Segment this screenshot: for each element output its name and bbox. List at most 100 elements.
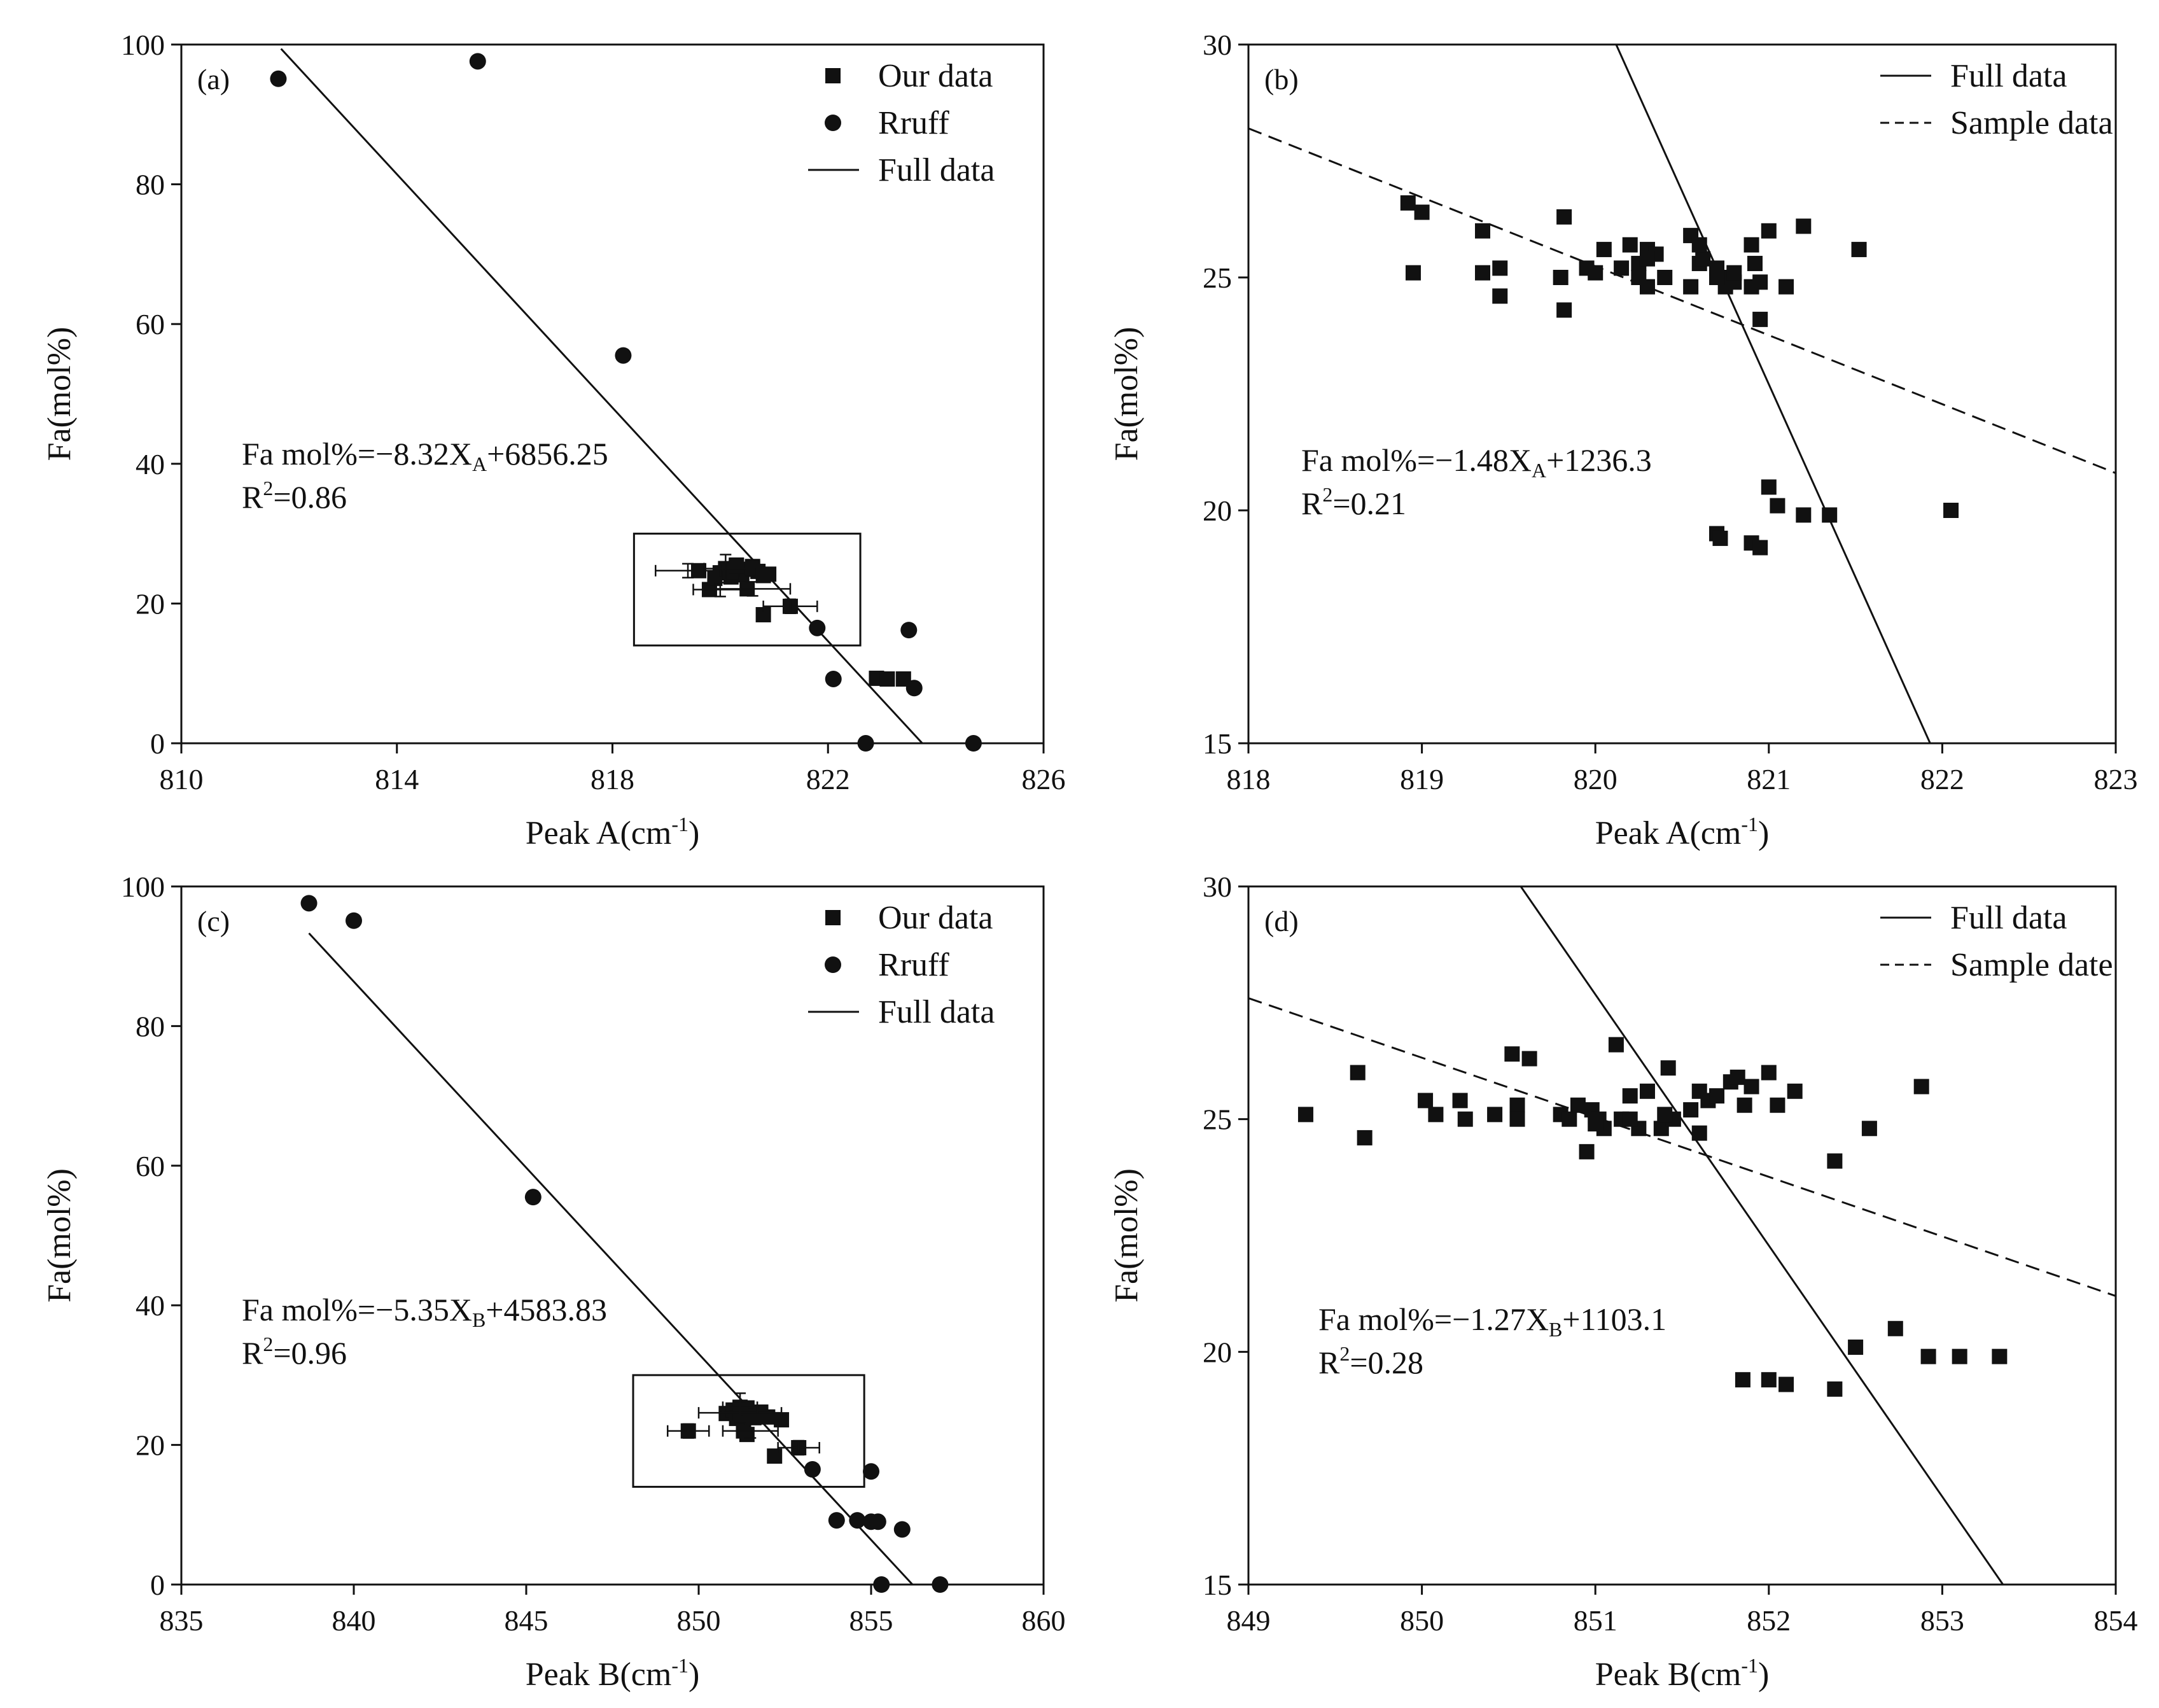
our-data-point <box>1743 237 1759 253</box>
our-data-point <box>1562 1111 1577 1127</box>
regression-equation: Fa mol%=−8.32XA+6856.25 <box>242 436 608 475</box>
legend-label: Rruff <box>878 105 949 141</box>
x-tick-label: 849 <box>1227 1604 1271 1637</box>
rruff-point <box>893 1521 911 1538</box>
our-data-point <box>1639 279 1655 295</box>
x-tick-label: 822 <box>1920 763 1964 795</box>
our-data-point <box>1596 242 1612 258</box>
y-tick-label: 60 <box>136 308 165 340</box>
x-tick-label: 854 <box>2094 1604 2138 1637</box>
regression-equation: Fa mol%=−5.35XB+4583.83 <box>242 1292 607 1331</box>
legend-label: Sample data <box>1950 105 2113 141</box>
our-data-point <box>1639 251 1655 267</box>
y-tick-label: 100 <box>121 29 165 61</box>
y-tick-label: 20 <box>136 1429 165 1462</box>
our-data-point <box>1770 498 1785 514</box>
y-tick-label: 40 <box>136 1289 165 1322</box>
rruff-point <box>615 347 632 364</box>
our-data-point <box>1709 270 1725 285</box>
fit-line-full-data <box>1520 886 2004 1585</box>
y-tick-label: 80 <box>136 1010 165 1042</box>
our-data-point <box>1414 204 1430 220</box>
our-data-point <box>1521 1051 1537 1067</box>
our-data-point <box>1418 1093 1434 1109</box>
rruff-point <box>270 70 287 87</box>
x-tick-label: 820 <box>1574 763 1618 795</box>
x-tick-label: 855 <box>849 1604 893 1637</box>
our-data-point <box>1691 237 1707 253</box>
our-data-point <box>1695 251 1711 267</box>
rruff-point <box>863 1463 879 1480</box>
our-data-point <box>879 671 895 687</box>
y-tick-label: 40 <box>136 448 165 480</box>
our-data-point <box>1952 1348 1967 1364</box>
our-data-point <box>1752 540 1768 556</box>
x-tick-label: 814 <box>375 763 419 795</box>
our-data-point <box>1492 288 1508 304</box>
our-data-point <box>1787 1083 1803 1099</box>
r-squared: R2=0.86 <box>242 477 347 515</box>
y-tick-label: 100 <box>121 871 165 903</box>
rruff-point <box>932 1576 949 1593</box>
y-tick-label: 20 <box>1203 494 1232 527</box>
x-tick-label: 851 <box>1574 1604 1618 1637</box>
our-data-point <box>1487 1107 1503 1123</box>
our-data-point <box>1556 302 1572 318</box>
our-data-point <box>1579 1144 1595 1159</box>
our-data-point <box>1851 242 1867 258</box>
y-tick-label: 25 <box>1203 1103 1232 1136</box>
chart-panel-d: 849 850 851 852 853 854 15 20 25 30 Peak B(cm-1) Fa… <box>1108 871 2138 1693</box>
our-data-point <box>1709 1088 1725 1104</box>
legend-label: Our data <box>878 900 993 936</box>
our-data-point <box>1350 1065 1366 1081</box>
legend-label: Rruff <box>878 947 949 983</box>
our-data-point <box>1778 1376 1794 1392</box>
our-data-point <box>1614 260 1630 276</box>
our-data-point <box>1761 1065 1777 1081</box>
y-tick-label: 30 <box>1203 871 1232 903</box>
our-data-point <box>1743 279 1759 295</box>
y-tick-label: 80 <box>136 169 165 201</box>
our-data-point <box>1770 1097 1785 1113</box>
our-data-point <box>729 558 744 574</box>
fit-lines <box>280 48 923 743</box>
our-data-point <box>1622 1088 1638 1104</box>
zoom-region-box <box>632 1374 865 1488</box>
chart-panel-b: 818 819 820 821 822 823 15 20 25 30 Peak A(cm-1) Fa… <box>1108 29 2138 851</box>
our-data-point <box>1943 503 1959 518</box>
rruff-point <box>965 735 982 752</box>
y-axis-label: Fa(mol%) <box>41 1168 78 1303</box>
rruff-point <box>857 735 874 752</box>
x-tick-label: 821 <box>1747 763 1791 795</box>
chart-panel-a: 810 814 818 822 826 0 20 40 60 80 100 Peak A(cm-1) F… <box>41 29 1066 851</box>
x-tick-label: 818 <box>1227 763 1271 795</box>
legend-label: Our data <box>878 58 993 94</box>
our-data-point <box>1509 1097 1525 1113</box>
our-data-point <box>1747 256 1763 272</box>
rruff-point <box>825 670 842 687</box>
rruff-point <box>869 1513 886 1530</box>
r-squared: R2=0.21 <box>1301 483 1406 521</box>
x-tick-label: 840 <box>332 1604 376 1637</box>
rruff-point <box>828 1512 845 1529</box>
plot-frame <box>1247 43 2117 745</box>
zoom-region-box <box>632 533 862 647</box>
our-data-point <box>1588 1116 1604 1131</box>
our-data-point <box>1712 530 1728 546</box>
our-data-point <box>1657 1107 1673 1123</box>
rruff-point <box>849 1512 866 1529</box>
y-tick-label: 0 <box>150 1569 165 1601</box>
our-data-point <box>1639 1083 1655 1099</box>
chart-panel-c: 835 840 845 850 855 860 0 20 40 60 80 100 Peak B(cm-… <box>41 871 1066 1693</box>
y-tick-label: 30 <box>1203 29 1232 61</box>
our-data-point <box>1400 195 1416 211</box>
x-tick-label: 850 <box>677 1604 721 1637</box>
y-axis-label: Fa(mol%) <box>41 327 78 461</box>
x-tick-label: 853 <box>1920 1604 1964 1637</box>
panel-label: (b) <box>1264 63 1299 95</box>
x-tick-label: 826 <box>1022 763 1066 795</box>
legend-label: Sample date <box>1950 947 2113 983</box>
x-axis-label: Peak B(cm-1) <box>1595 1654 1770 1693</box>
legend-circle-marker <box>825 956 841 973</box>
